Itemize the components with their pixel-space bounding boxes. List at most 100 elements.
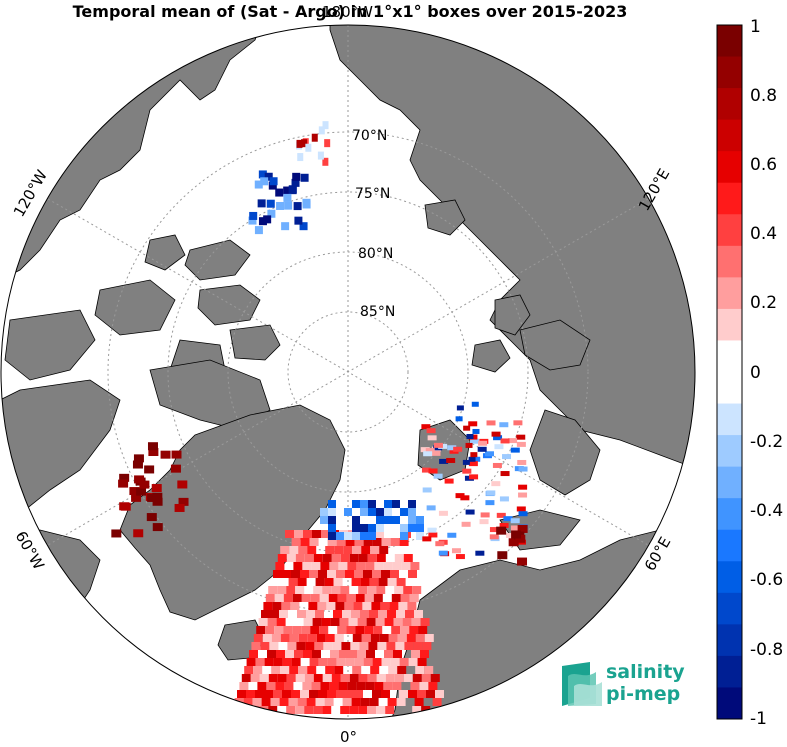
data-box [174,503,185,512]
data-box [426,428,436,434]
data-box [277,674,287,682]
data-box [309,658,319,666]
data-box [447,532,457,538]
data-box [376,516,384,524]
data-box [291,570,300,578]
data-box [431,450,441,456]
data-box [263,215,272,224]
data-box [306,610,315,618]
data-box [392,500,400,508]
data-box [408,658,418,666]
data-box [352,546,362,554]
data-box [119,473,130,482]
data-box [478,440,488,446]
data-box [355,626,365,634]
data-box [497,551,508,560]
data-box [352,524,360,532]
data-box [372,690,381,698]
colorbar-tick--0.8: -0.8 [750,640,784,660]
data-box [433,473,443,479]
data-box [432,698,442,706]
colorbar-cell [717,687,742,720]
data-box [304,674,314,682]
data-box [244,666,254,674]
data-box [327,658,337,666]
data-box [297,698,307,706]
data-box [283,594,293,602]
data-box [327,570,336,578]
data-box [499,522,509,528]
data-box [311,562,321,570]
data-box [315,610,324,618]
data-box [322,157,329,166]
data-box [310,626,320,634]
data-box [352,516,360,524]
data-box [416,532,424,540]
data-box [281,602,291,610]
data-box [381,538,391,546]
data-box [383,562,393,570]
data-box [416,524,424,532]
data-box [311,133,318,142]
data-box [511,530,522,539]
data-box [334,546,344,554]
data-box [351,610,360,618]
data-box [131,493,142,502]
data-box [324,139,331,148]
data-box [294,650,303,658]
data-box [338,682,348,690]
data-box [362,602,372,610]
data-box [399,538,409,546]
data-box [258,618,268,626]
data-box [372,570,381,578]
data-box [455,493,465,499]
data-box [391,626,401,634]
data-box [418,626,428,634]
data-box [333,610,342,618]
data-box [118,479,129,488]
data-box [384,516,392,524]
colorbar-cell [717,88,742,121]
data-box [360,578,370,586]
data-box [339,618,349,626]
data-box [421,424,431,430]
data-box [306,698,316,706]
data-box [275,682,285,690]
data-box [313,706,323,714]
data-box [363,570,372,578]
data-box [171,450,182,459]
data-box [136,487,147,496]
data-box [133,454,144,463]
data-box [284,682,294,690]
data-box [350,642,360,650]
data-box [366,618,376,626]
data-box [279,610,288,618]
data-box [426,690,435,698]
data-box [311,682,321,690]
data-box [471,401,479,407]
data-box [318,570,327,578]
data-box [379,546,389,554]
data-box [392,562,402,570]
data-box [297,578,307,586]
map-boundary [0,24,696,720]
data-box [276,650,285,658]
data-box [148,448,159,457]
data-box [310,594,320,602]
data-box [340,554,350,562]
colorbar-tick--0.6: -0.6 [750,570,784,590]
data-box [486,490,496,496]
data-box [304,706,314,714]
data-box [283,186,292,195]
data-box [267,618,277,626]
data-box [305,143,312,152]
data-box [376,554,386,562]
data-box [358,706,368,714]
colorbar-cell [717,435,742,468]
data-box [491,481,501,487]
data-box [337,594,347,602]
data-box [351,578,361,586]
data-box [275,562,285,570]
data-box [266,682,276,690]
